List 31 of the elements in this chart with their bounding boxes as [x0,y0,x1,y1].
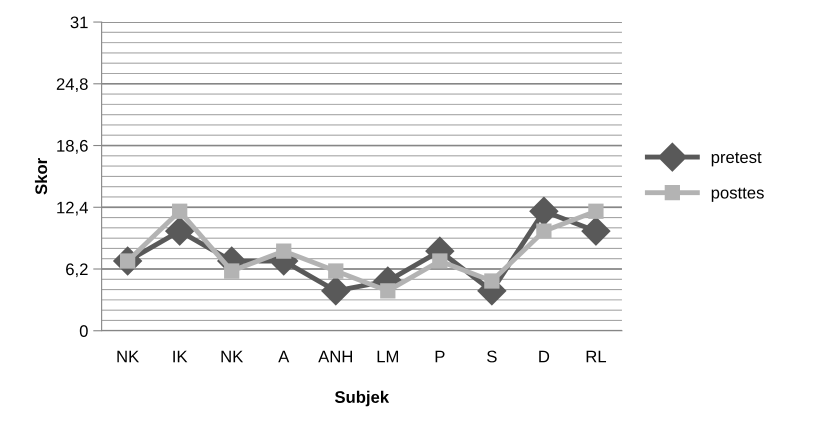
legend-label: posttes [712,188,764,202]
x-tick-label: S [487,350,497,362]
y-tick-label: 31 [70,16,88,28]
y-axis-title: Skor [34,158,48,194]
y-tick-label: 6,2 [66,263,88,278]
point [484,273,500,289]
x-tick-label: ANH [318,350,352,362]
point [276,243,292,259]
point [380,283,396,299]
x-tick-label: RL [586,350,606,362]
point [165,216,194,246]
x-tick-label: LM [378,350,398,362]
x-tick-label: IK [173,350,188,362]
y-tick-label: 24,8 [56,78,88,92]
y-tick-label: 18,6 [57,140,88,154]
x-tick-label: P [436,350,445,362]
y-tick-label: 0 [80,325,88,337]
point [581,216,610,246]
x-tick-label: A [278,350,290,362]
point [224,263,240,279]
x-tick-label: NK [117,350,140,362]
point [432,253,448,269]
point [588,204,604,219]
point [172,204,188,219]
legend-label: pretest [712,152,762,166]
x-tick-label: D [539,350,550,362]
x-tick-label: NK [221,350,244,362]
point [536,224,552,239]
x-axis-title: Subjek [334,390,390,406]
point [328,263,344,279]
y-tick-label: 12,4 [57,202,88,216]
